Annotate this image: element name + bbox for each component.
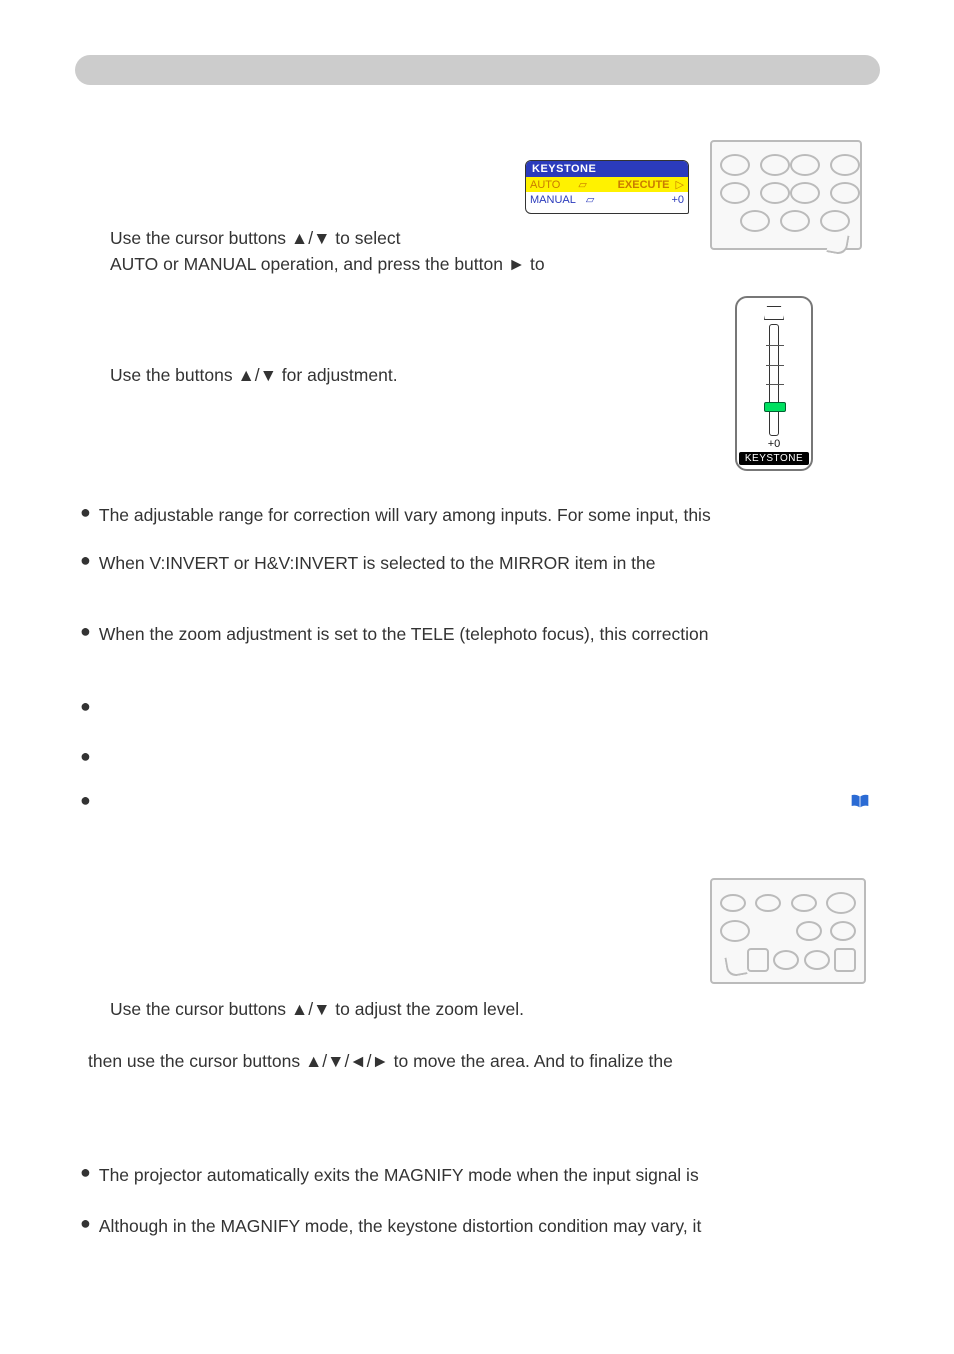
- book-icon: [850, 793, 870, 809]
- chevron-right-icon: ▷: [676, 178, 684, 191]
- instruction-text: Use the cursor buttons ▲/▼ to select: [110, 225, 910, 251]
- keystone-trap-icon: ▱: [578, 178, 586, 191]
- callout-tail-icon: [724, 954, 747, 977]
- note-text: Although in the MAGNIFY mode, the keysto…: [99, 1213, 701, 1239]
- keystone-menu-auto-row[interactable]: AUTO ▱ EXECUTE ▷: [526, 177, 688, 192]
- trapezoid-icon: [764, 306, 784, 320]
- slider-value: +0: [768, 438, 781, 450]
- bullet-icon: ●: [80, 502, 91, 523]
- slider-thumb: [764, 402, 786, 412]
- note-text: When V:INVERT or H&V:INVERT is selected …: [99, 550, 656, 576]
- note-text: The projector automatically exits the MA…: [99, 1162, 699, 1188]
- note-text: When the zoom adjustment is set to the T…: [99, 621, 709, 647]
- bullet-icon: ●: [80, 1213, 91, 1234]
- instruction-text: then use the cursor buttons ▲/▼/◄/► to m…: [88, 1048, 888, 1074]
- bullet-icon: ●: [80, 621, 91, 642]
- instruction-text: AUTO or MANUAL operation, and press the …: [110, 251, 910, 277]
- instruction-text: Use the buttons ▲/▼ for adjustment.: [110, 362, 910, 388]
- bullet-icon: ●: [80, 790, 91, 811]
- keystone-manual-label: MANUAL: [530, 194, 576, 206]
- keystone-menu-title: KEYSTONE: [526, 161, 688, 177]
- keystone-trap-icon: ▱: [586, 193, 594, 206]
- keystone-menu: KEYSTONE AUTO ▱ EXECUTE ▷ MANUAL ▱ +0: [525, 160, 689, 214]
- note-text: The adjustable range for correction will…: [99, 502, 711, 528]
- slider-flag-label: KEYSTONE: [739, 452, 809, 465]
- keystone-menu-manual-row[interactable]: MANUAL ▱ +0: [526, 192, 688, 207]
- keystone-execute-label: EXECUTE: [618, 179, 670, 191]
- bullet-icon: ●: [80, 746, 91, 767]
- header-bar: [75, 55, 880, 85]
- remote-control-bottom-illustration: [710, 878, 866, 984]
- keystone-auto-label: AUTO: [530, 179, 560, 191]
- bullet-icon: ●: [80, 1162, 91, 1183]
- keystone-manual-value: +0: [671, 194, 684, 206]
- instruction-text: Use the cursor buttons ▲/▼ to adjust the…: [110, 996, 910, 1022]
- bullet-icon: ●: [80, 696, 91, 717]
- bullet-icon: ●: [80, 550, 91, 571]
